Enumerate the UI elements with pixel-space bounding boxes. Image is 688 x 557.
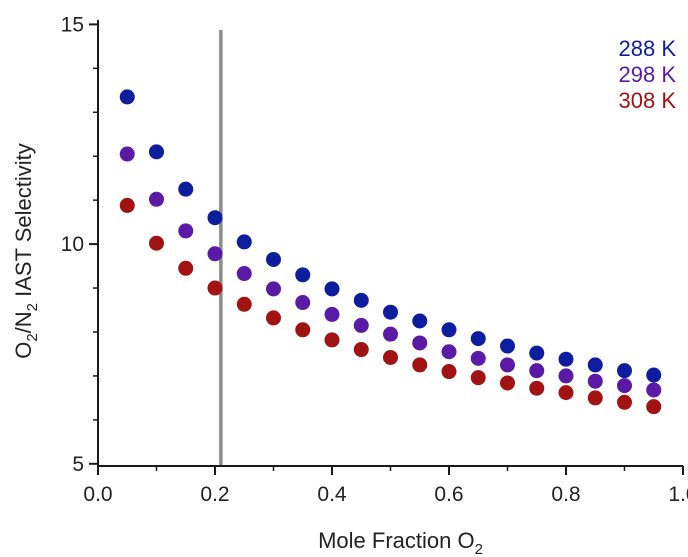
data-point bbox=[470, 331, 486, 347]
y-axis-title: O2/N2 IAST Selectivity bbox=[11, 143, 41, 359]
x-tick-label: 0.4 bbox=[317, 483, 347, 506]
data-point bbox=[266, 310, 281, 326]
data-point bbox=[587, 390, 603, 406]
data-point bbox=[617, 363, 632, 379]
data-point bbox=[236, 234, 252, 250]
data-point bbox=[529, 345, 545, 361]
data-point bbox=[178, 181, 194, 197]
data-point bbox=[617, 394, 632, 410]
data-point bbox=[558, 385, 574, 401]
points-layer bbox=[119, 89, 662, 415]
data-point bbox=[500, 338, 515, 354]
data-point bbox=[529, 363, 545, 379]
data-point bbox=[324, 332, 340, 348]
data-point bbox=[149, 191, 164, 207]
legend-entry: 308 K bbox=[619, 88, 677, 113]
data-point bbox=[470, 350, 486, 366]
data-point bbox=[295, 322, 311, 338]
data-point bbox=[119, 146, 135, 162]
axes-layer: 0.0 0.2 0.4 0.6 0.8 1.0 5 10 15 Mole Fraction O2 O… bbox=[11, 13, 688, 557]
x-axis-title: Mole Fraction O2 bbox=[318, 528, 483, 557]
data-point bbox=[295, 295, 311, 311]
legend-entry: 298 K bbox=[619, 62, 677, 87]
data-point bbox=[295, 267, 311, 283]
data-point bbox=[353, 292, 369, 308]
data-point bbox=[324, 281, 340, 297]
data-point bbox=[412, 357, 428, 373]
data-point bbox=[500, 357, 515, 373]
data-point bbox=[236, 296, 252, 312]
x-tick-label: 0.6 bbox=[434, 483, 463, 506]
series-0 bbox=[119, 89, 662, 383]
data-point bbox=[558, 351, 574, 367]
data-point bbox=[383, 326, 398, 342]
data-point bbox=[617, 378, 632, 394]
data-point bbox=[383, 304, 398, 320]
series-1 bbox=[119, 146, 662, 398]
data-point bbox=[412, 313, 428, 329]
data-point bbox=[441, 322, 457, 338]
data-point bbox=[149, 235, 164, 251]
data-point bbox=[441, 364, 457, 380]
data-point bbox=[207, 246, 223, 262]
data-point bbox=[529, 380, 545, 396]
data-point bbox=[587, 357, 603, 373]
data-point bbox=[412, 335, 428, 351]
data-point bbox=[441, 344, 457, 360]
data-point bbox=[119, 89, 135, 105]
y-tick-label: 10 bbox=[61, 233, 84, 256]
data-point bbox=[587, 373, 603, 389]
data-point bbox=[646, 367, 662, 383]
data-point bbox=[470, 370, 486, 386]
y-tick-label: 15 bbox=[61, 13, 84, 36]
data-point bbox=[178, 223, 194, 239]
data-point bbox=[500, 375, 515, 391]
data-point bbox=[266, 281, 281, 297]
x-tick-label: 1.0 bbox=[668, 483, 688, 506]
x-tick-label: 0.0 bbox=[83, 483, 112, 506]
data-point bbox=[558, 368, 574, 384]
data-point bbox=[383, 349, 398, 365]
data-point bbox=[119, 197, 135, 213]
y-tick-label: 5 bbox=[72, 453, 84, 476]
x-tick-label: 0.8 bbox=[551, 483, 580, 506]
data-point bbox=[324, 306, 340, 322]
x-tick-label: 0.2 bbox=[200, 483, 229, 506]
data-point bbox=[353, 317, 369, 333]
series-2 bbox=[119, 197, 662, 415]
data-point bbox=[353, 342, 369, 358]
data-point bbox=[236, 266, 252, 282]
data-point bbox=[646, 399, 662, 415]
data-point bbox=[207, 210, 223, 226]
legend-entry: 288 K bbox=[619, 36, 677, 61]
data-point bbox=[646, 382, 662, 398]
data-point bbox=[266, 251, 281, 267]
data-point bbox=[149, 144, 164, 160]
data-point bbox=[207, 280, 223, 296]
data-point bbox=[178, 260, 194, 276]
